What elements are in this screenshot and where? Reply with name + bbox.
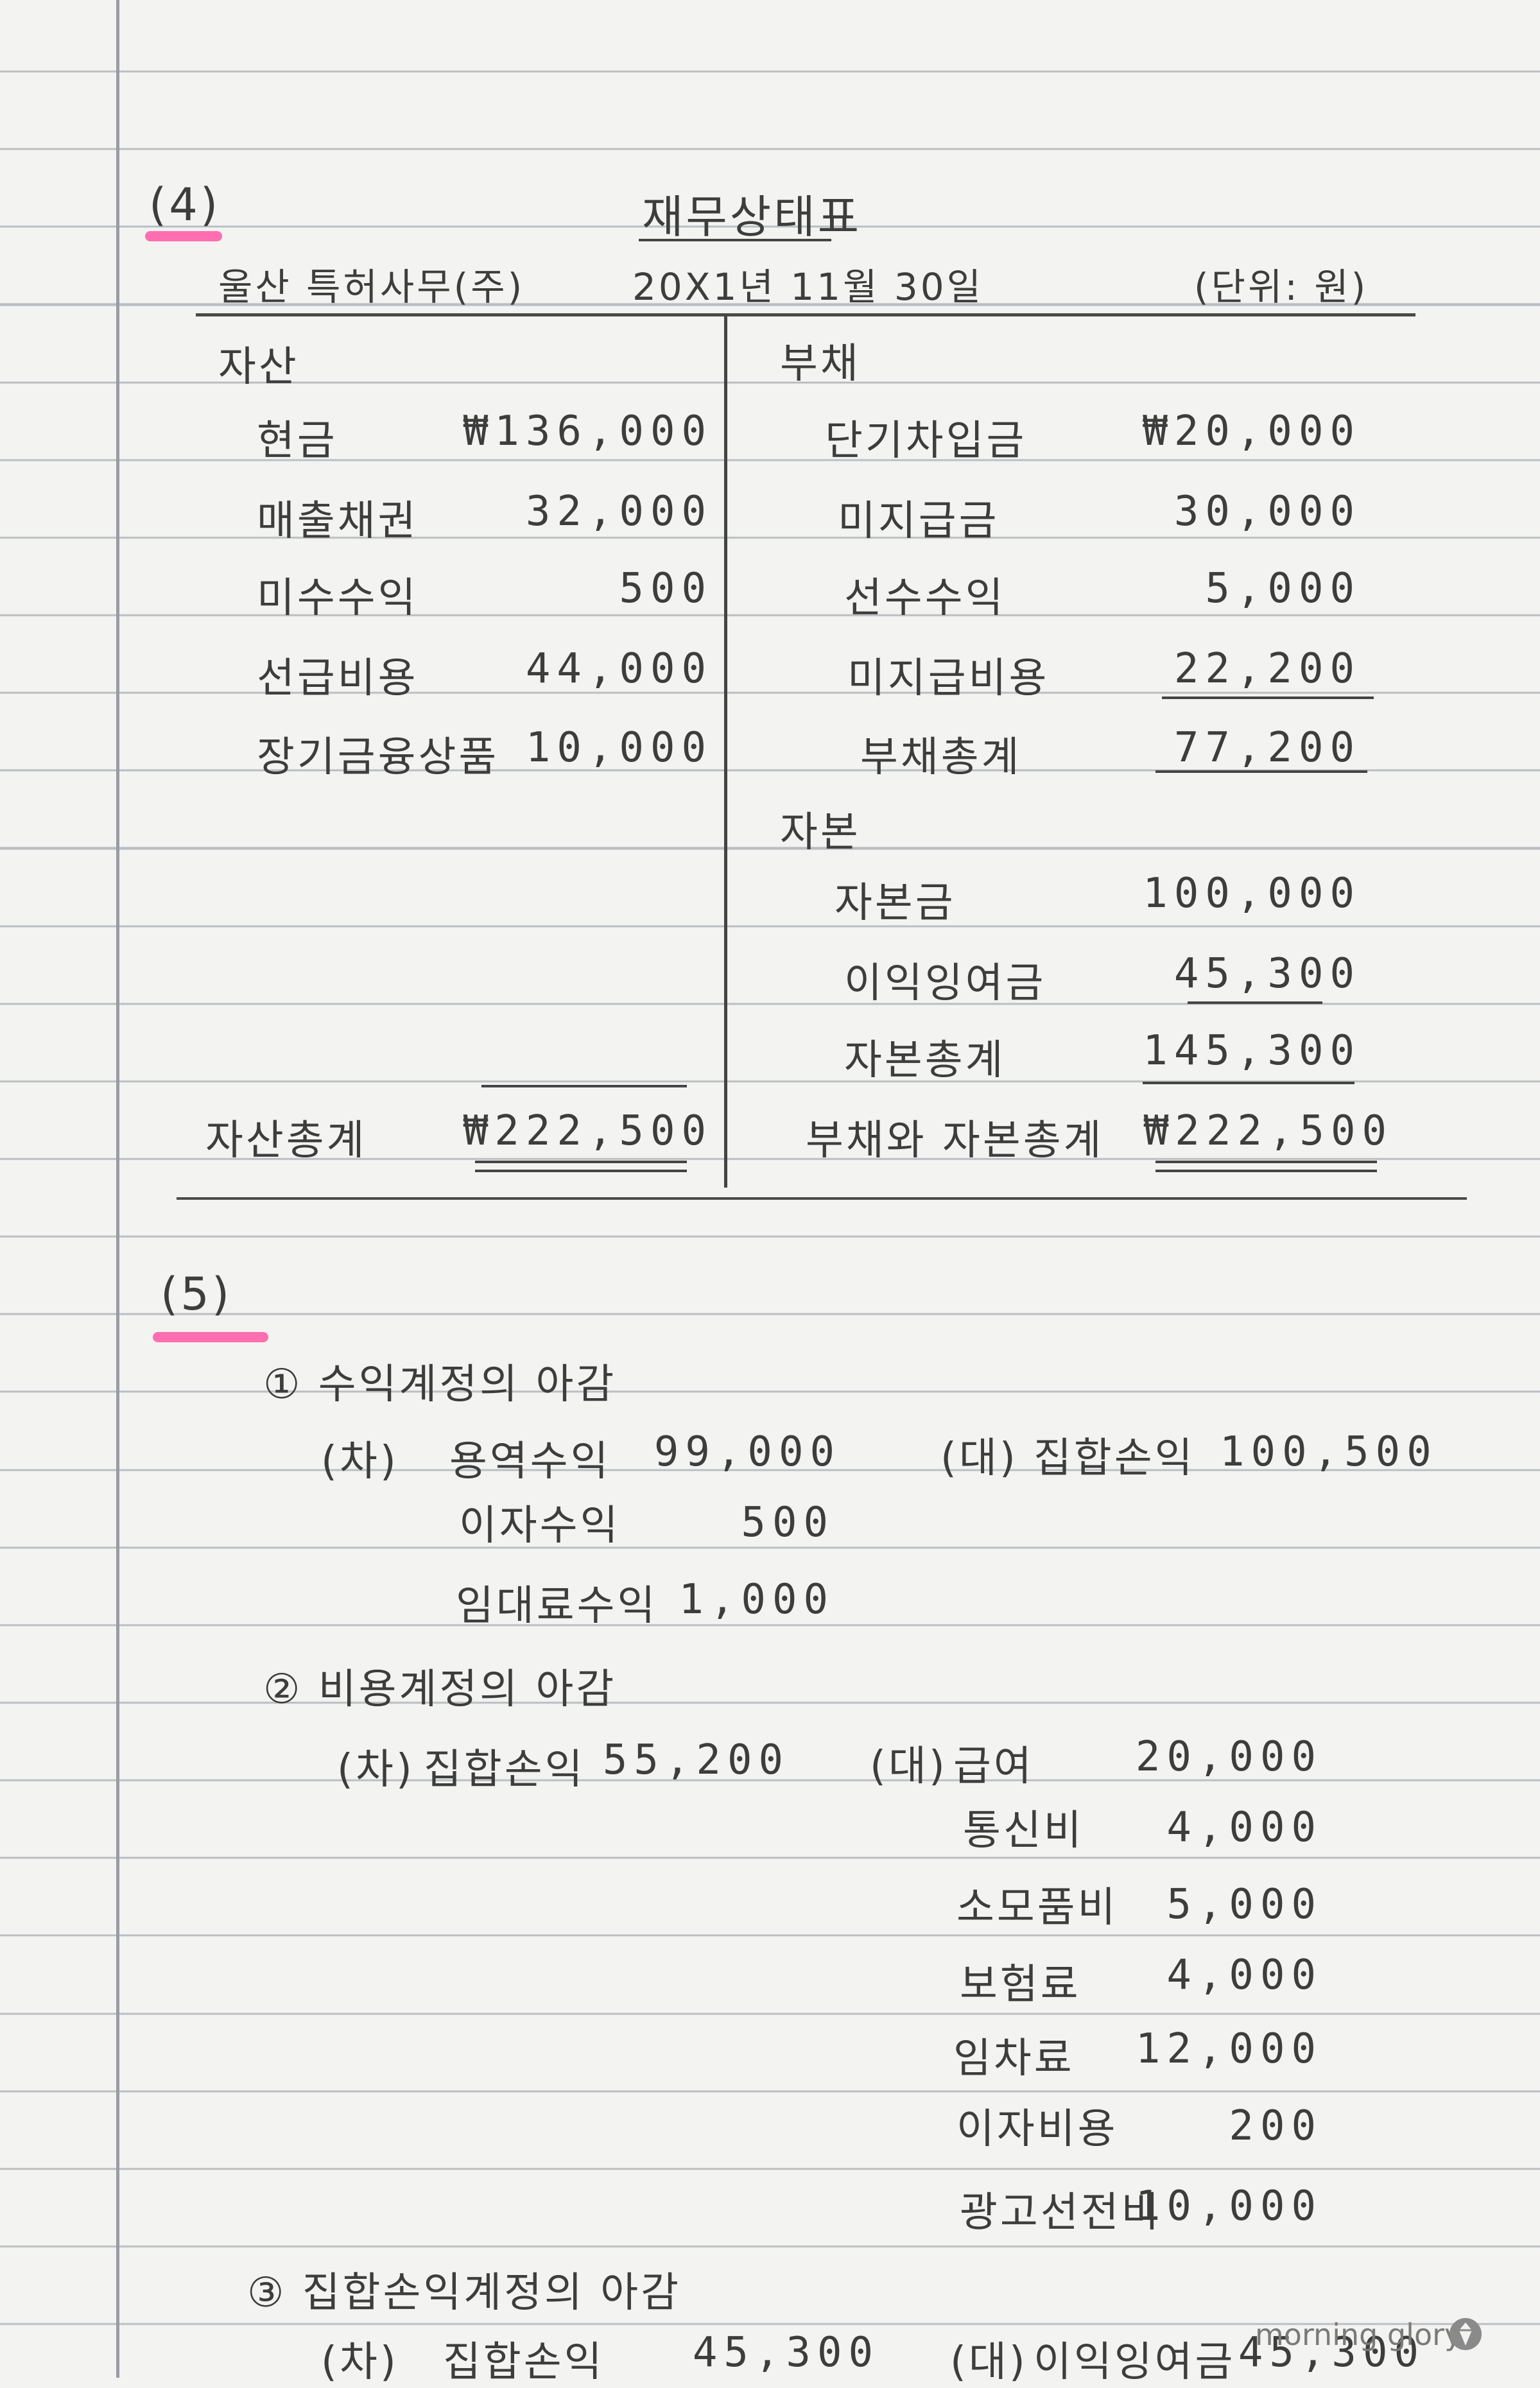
credit-marker: (대): [940, 1435, 1018, 1482]
equity-value: 45,300: [1173, 950, 1361, 998]
liab-equity-total-value: ₩222,500: [1143, 1107, 1393, 1155]
double-underline: [475, 1161, 687, 1163]
part4-number: (4): [149, 178, 221, 231]
asset-total-value: ₩222,500: [463, 1107, 713, 1155]
asset-value: 32,000: [525, 488, 713, 535]
liability-label: 단기차입금: [825, 417, 1027, 465]
debit-marker: (차): [321, 1438, 399, 1485]
part5-highlight: [153, 1332, 268, 1342]
step1-title: ① 수익계정의 아감: [263, 1361, 617, 1408]
debit-account: 집합손익: [424, 1746, 585, 1794]
credit-account: 이익잉여금: [1034, 2339, 1236, 2386]
center-divider: [724, 315, 727, 1188]
debit-amount: 1,000: [679, 1576, 835, 1623]
credit-marker: (대): [870, 1743, 947, 1790]
equity-label: 이익잉여금: [844, 960, 1046, 1007]
credit-amount: 4,000: [1166, 1951, 1322, 1999]
debit-amount: 45,300: [692, 2329, 879, 2376]
equity-header: 자본: [780, 809, 861, 856]
double-underline: [1155, 1161, 1377, 1163]
credit-account: 급여: [953, 1743, 1034, 1790]
liabilities-total-label: 부채총계: [860, 734, 1022, 781]
company-name: 울산 특허사무(주): [218, 265, 525, 309]
debit-account: 이자수익: [459, 1502, 621, 1550]
liability-value: 5,000: [1205, 565, 1361, 612]
part5-number: (5): [160, 1268, 232, 1320]
asset-value: 44,000: [525, 645, 713, 693]
liability-label: 미지급금: [838, 498, 999, 545]
debit-marker: (차): [337, 1746, 415, 1794]
credit-amount: 200: [1229, 2102, 1322, 2150]
statement-date: 20X1년 11월 30일: [632, 265, 983, 309]
credit-account: 임차료: [953, 2035, 1075, 2082]
asset-label: 현금: [257, 417, 338, 465]
credit-amount: 100,500: [1220, 1428, 1438, 1476]
asset-label: 선급비용: [257, 655, 419, 702]
credit-amount: 10,000: [1135, 2183, 1322, 2230]
equity-total-label: 자본총계: [844, 1037, 1006, 1084]
subtotal-underline: [1188, 1001, 1322, 1004]
equity-label: 자본금: [835, 879, 956, 927]
credit-account: 집합손익: [1034, 1435, 1195, 1482]
title-underline: [639, 239, 831, 241]
debit-amount: 500: [741, 1499, 835, 1546]
credit-account: 광고선전비: [960, 2189, 1162, 2237]
asset-total-label: 자산총계: [205, 1117, 367, 1164]
liabilities-total-value: 77,200: [1173, 724, 1361, 772]
debit-amount: 55,200: [602, 1736, 790, 1784]
asset-label: 매출채권: [257, 498, 419, 545]
credit-account: 이자비용: [956, 2106, 1118, 2153]
step3-title: ③ 집합손익계정의 아감: [247, 2269, 681, 2317]
header-rule: [196, 313, 1415, 316]
watermark-text: morning glory: [1255, 2317, 1462, 2352]
liability-label: 선수수익: [844, 575, 1006, 622]
asset-value: ₩136,000: [463, 408, 713, 455]
credit-amount: 20,000: [1135, 1733, 1322, 1781]
credit-amount: 4,000: [1166, 1804, 1322, 1851]
debit-account: 용역수익: [449, 1438, 611, 1485]
debit-account: 집합손익: [443, 2339, 605, 2386]
credit-account: 통신비: [963, 1807, 1084, 1855]
balance-sheet-title: 재무상태표: [642, 191, 861, 243]
debit-amount: 99,000: [653, 1428, 841, 1476]
credit-amount: 5,000: [1166, 1881, 1322, 1928]
credit-account: 보험료: [960, 1961, 1081, 2009]
asset-value: 500: [619, 565, 713, 612]
asset-label: 장기금융상품: [257, 734, 499, 781]
double-underline: [475, 1170, 687, 1172]
liab-equity-total-label: 부채와 자본총계: [806, 1117, 1104, 1164]
equity-value: 100,000: [1143, 870, 1361, 917]
credit-amount: 45,300: [1238, 2329, 1425, 2376]
unit-label: (단위: 원): [1194, 265, 1369, 309]
step2-title: ② 비용계정의 아감: [263, 1666, 617, 1713]
liability-value: 30,000: [1173, 488, 1361, 535]
assets-header: 자산: [218, 343, 299, 391]
credit-amount: 12,000: [1135, 2025, 1322, 2073]
liability-value: 22,200: [1173, 645, 1361, 693]
margin-line: [116, 0, 119, 2378]
equity-total-value: 145,300: [1143, 1027, 1361, 1075]
watermark-logo-icon: [1448, 2316, 1484, 2352]
liability-label: 미지급비용: [847, 655, 1050, 702]
asset-label: 미수수익: [257, 575, 419, 622]
bottom-rule: [177, 1197, 1467, 1200]
asset-value: 10,000: [525, 724, 713, 772]
double-underline: [1155, 1170, 1377, 1172]
liabilities-header: 부채: [780, 340, 861, 388]
debit-marker: (차): [321, 2339, 399, 2386]
asset-total-overline: [481, 1085, 687, 1087]
debit-account: 임대료수익: [456, 1582, 658, 1630]
total-underline: [1143, 1082, 1354, 1084]
subtotal-underline: [1162, 696, 1374, 699]
part4-highlight: [145, 231, 222, 241]
credit-account: 소모품비: [956, 1884, 1118, 1932]
liability-value: ₩20,000: [1143, 408, 1361, 455]
credit-marker: (대): [950, 2339, 1028, 2386]
total-underline: [1155, 770, 1367, 773]
